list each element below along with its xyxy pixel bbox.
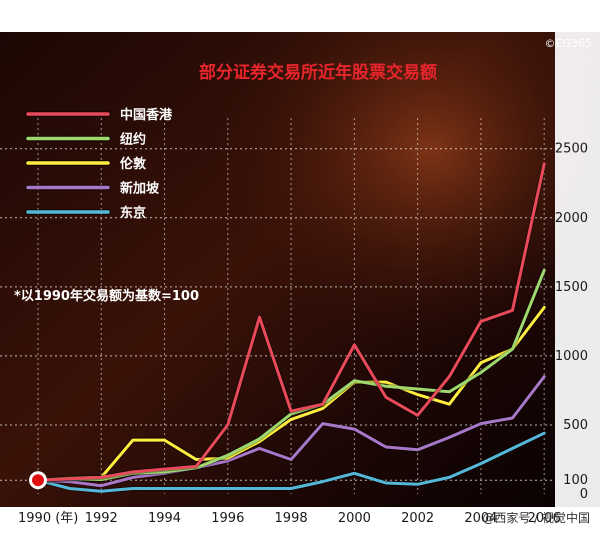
chart-title: 部分证券交易所近年股票交易额 (199, 62, 437, 83)
x-tick-label: 1990 (年) (18, 511, 78, 526)
x-tick-label: 1996 (211, 511, 244, 526)
y-tick-label: 2000 (555, 211, 588, 226)
x-tick-label: 1998 (275, 511, 308, 526)
legend-label: 伦敦 (120, 156, 147, 172)
legend-label: 中国香港 (120, 107, 173, 123)
legend-label: 新加坡 (120, 181, 160, 197)
y-tick-label: 100 (563, 473, 588, 488)
legend-label: 纽约 (120, 132, 146, 148)
top-band (0, 0, 600, 32)
watermark-top: ©EG365 (545, 37, 592, 50)
right-axis-band (555, 32, 600, 507)
x-tick-label: 1992 (85, 511, 118, 526)
x-tick-label: 1994 (148, 511, 181, 526)
x-tick-label: 2004 (464, 511, 497, 526)
y-tick-label: 1000 (555, 349, 588, 364)
bottom-band (0, 507, 600, 535)
x-tick-label: 2000 (338, 511, 371, 526)
series-line (36, 162, 546, 482)
series-line (36, 431, 546, 493)
x-tick-label: 2006 (528, 511, 561, 526)
y-tick-label: 500 (563, 418, 588, 433)
series-layer (29, 162, 547, 494)
base-marker (32, 474, 44, 487)
y-tick-label: 1500 (555, 280, 588, 295)
series-line (36, 375, 546, 488)
series-line (36, 306, 546, 482)
y-tick-label: 0 (580, 487, 588, 502)
x-tick-label: 2002 (401, 511, 434, 526)
series-line (36, 268, 546, 482)
y-tick-label: 2500 (555, 142, 588, 157)
base-note: *以1990年交易额为基数=100 (14, 288, 199, 304)
watermark-bottom: @西家号 / 视觉中国 (482, 510, 590, 525)
legend-label: 东京 (120, 205, 146, 221)
